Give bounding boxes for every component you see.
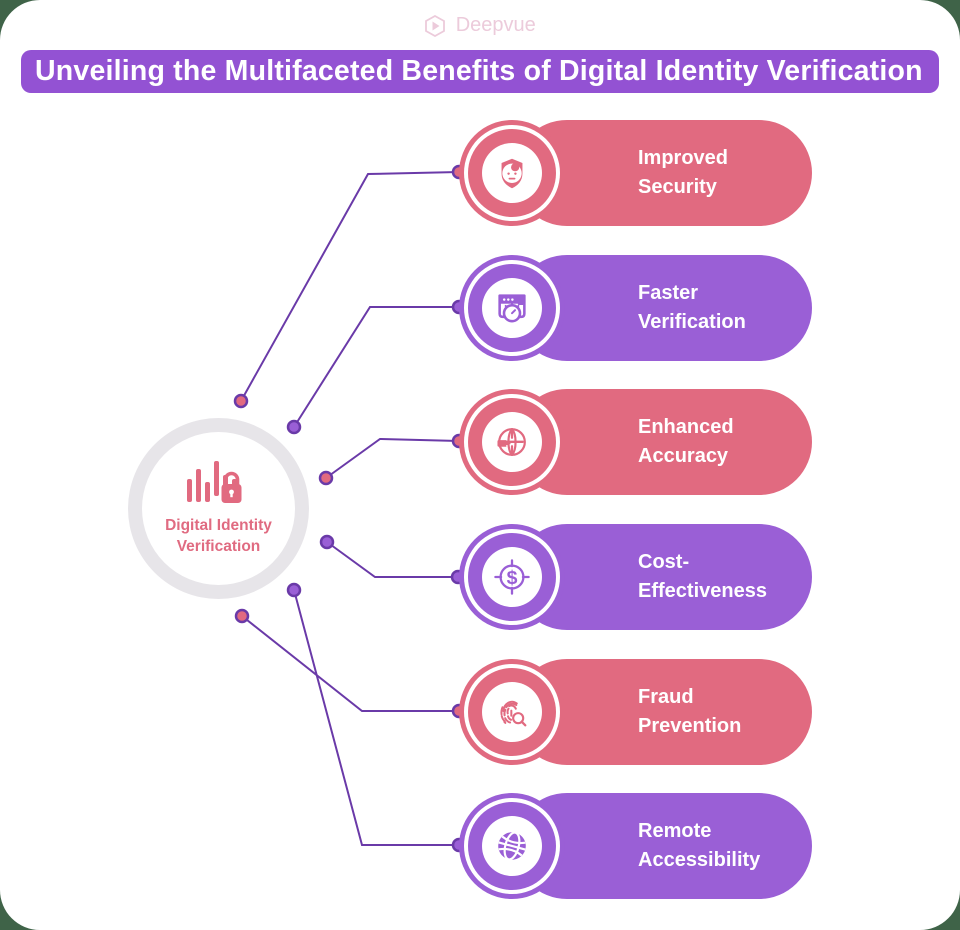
svg-text:$: $ <box>507 567 518 589</box>
